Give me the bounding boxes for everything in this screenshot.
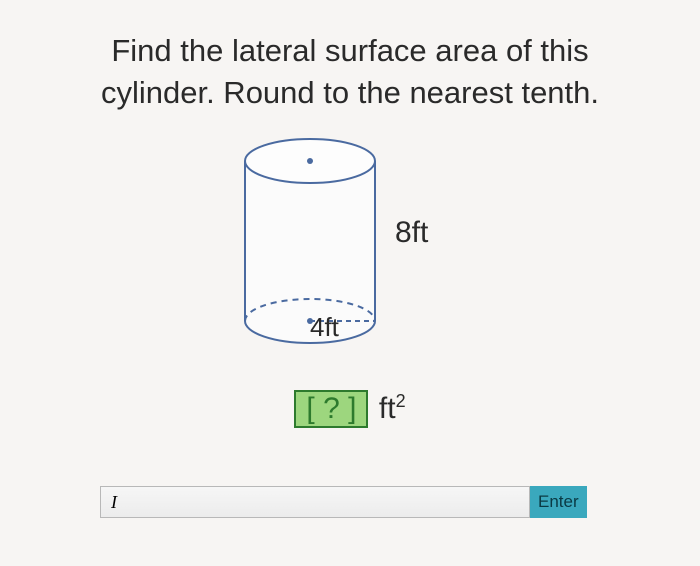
radius-label: 4ft [310,312,339,343]
question-line1: Find the lateral surface area of this [111,33,588,68]
answer-line: [ ? ] ft2 [0,390,700,428]
enter-button[interactable]: Enter [530,486,587,518]
answer-input[interactable] [100,486,530,518]
unit-exponent: 2 [396,391,406,411]
height-label: 8ft [395,216,428,250]
figure-area: 8ft 4ft [0,126,700,386]
question-text: Find the lateral surface area of this cy… [40,30,660,114]
answer-placeholder: [ ? ] [294,390,368,428]
unit-text: ft [379,392,396,425]
question-line2: cylinder. Round to the nearest tenth. [101,75,599,110]
input-row: Enter [100,486,587,518]
problem-panel: Find the lateral surface area of this cy… [0,0,700,566]
answer-unit: ft2 [379,392,406,425]
